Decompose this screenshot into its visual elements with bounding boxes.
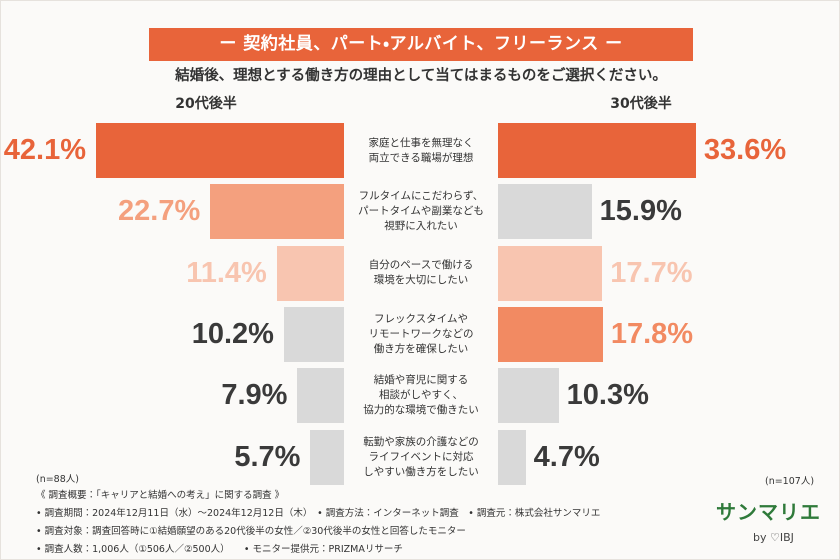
bar [297,368,344,424]
category-label: 結婚や育児に関する 相談がしやすく、 協力的な環境で働きたい [363,374,479,417]
value-label: 11.4% [186,256,267,289]
category-label: 家庭と仕事を無理なく 両立できる職場が理想 [368,136,474,164]
value-label: 17.7% [610,256,693,289]
chart-subtitle: 結婚後、理想とする働き方の理由として当てはまるものをご選択ください。 [175,68,667,84]
footnote: • 調査期間：2024年12月11日（水）〜2024年12月12日（木） • 調… [36,508,601,519]
sample-note: (n=107人) [765,476,815,487]
footnote: • 調査人数：1,006人（①506人／②500人） • モニター提供元：PRI… [36,544,403,555]
category-label: 自分のペースで働ける 環境を大切にしたい [368,259,474,287]
value-label: 33.6% [703,134,787,166]
bar [498,306,603,362]
logo: サンマリエ [716,500,821,524]
bar [498,429,526,485]
value-label: 7.9% [221,379,288,412]
value-label: 5.7% [234,440,301,473]
value-label: 17.8% [610,317,694,350]
value-label: 22.7% [118,195,201,228]
footnote: • 調査対象：調査回答時に①結婚願望のある20代後半の女性／②30代後半の女性と… [36,526,466,537]
logo-by: by ♡IBJ [753,531,794,544]
bar [498,245,603,301]
value-label: 10.2% [191,317,274,350]
bar [283,306,344,362]
bar [276,245,344,301]
footnote: 《 調査概要：「キャリアと結婚への考え」に関する調査 》 [36,490,285,501]
value-label: 15.9% [599,195,682,228]
sample-note: (n=88人) [36,474,79,485]
value-label: 42.1% [3,134,86,166]
value-label: 4.7% [533,440,600,473]
category-label: フルタイムにこだわらず、 パートタイムや副業なども 視野に入れたい [358,190,484,233]
category-label: フレックスタイムや リモートワークなどの 働き方を確保したい [368,312,474,355]
bar [498,123,696,178]
category-label: 転勤や家族の介護などの ライフイベントに対応 しやすい働き方をしたい [363,435,479,478]
series-header: 30代後半 [610,96,672,112]
value-label: 10.3% [566,379,649,412]
chart-title: ー 契約社員、パート・アルバイト、フリーランス ー [149,28,693,61]
bar [310,429,344,485]
bar [498,184,592,240]
bar [498,368,559,424]
series-header: 20代後半 [175,96,237,112]
bar [96,123,344,178]
bar [210,184,344,240]
